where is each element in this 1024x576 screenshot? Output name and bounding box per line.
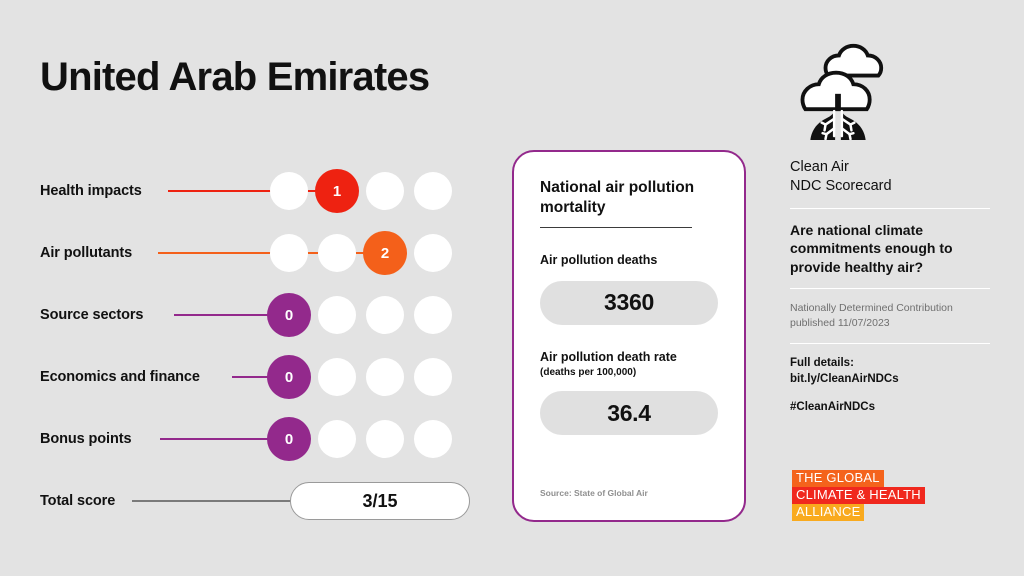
full-details-label: Full details: xyxy=(790,357,854,370)
deaths-value: 3360 xyxy=(540,280,718,325)
hashtag: #CleanAirNDCs xyxy=(790,401,875,414)
score-row: Bonus points 0 xyxy=(40,408,470,470)
score-dot-empty xyxy=(270,172,308,210)
score-row-label: Bonus points xyxy=(40,431,132,447)
score-dot-empty xyxy=(318,358,356,396)
score-dot-empty xyxy=(318,420,356,458)
total-score-row: Total score 3/15 xyxy=(40,470,470,532)
score-connector-line xyxy=(174,314,289,316)
score-connector-line xyxy=(160,438,289,440)
score-dot-filled: 0 xyxy=(267,355,311,399)
mortality-card-title: National air pollution mortality xyxy=(540,179,695,216)
score-dot-empty xyxy=(270,234,308,272)
score-dot-empty xyxy=(414,296,452,334)
brand-name-line2: NDC Scorecard xyxy=(790,177,892,194)
total-score-label: Total score xyxy=(40,493,116,509)
score-connector-line xyxy=(168,190,337,192)
score-connector-line xyxy=(232,376,289,378)
score-dot-empty xyxy=(366,358,404,396)
full-details-link[interactable]: bit.ly/CleanAirNDCs xyxy=(790,373,899,386)
score-row-label: Source sectors xyxy=(40,307,144,323)
score-dot-empty xyxy=(366,296,404,334)
logo-line-1: THE GLOBAL xyxy=(792,470,884,488)
score-dot-filled: 2 xyxy=(363,231,407,275)
divider-1 xyxy=(790,207,990,209)
brand-panel: Clean Air NDC Scorecard Are national cli… xyxy=(790,40,990,413)
score-dots: 0 xyxy=(267,293,470,337)
gcha-logo: THE GLOBAL CLIMATE & HEALTH ALLIANCE xyxy=(792,470,982,522)
death-rate-label: Air pollution death rate xyxy=(540,349,677,364)
total-connector-line xyxy=(132,500,296,502)
page-title: United Arab Emirates xyxy=(40,55,430,99)
total-score-value: 3/15 xyxy=(290,482,470,520)
score-dot-empty xyxy=(414,358,452,396)
logo-line-2: CLIMATE & HEALTH xyxy=(792,487,925,505)
score-dot-empty xyxy=(414,172,452,210)
score-dot-empty xyxy=(318,234,356,272)
score-dot-empty xyxy=(366,420,404,458)
polluted-lungs-icon xyxy=(800,43,884,140)
logo-line-3: ALLIANCE xyxy=(792,504,865,522)
score-dot-empty xyxy=(414,234,452,272)
score-dot-filled: 0 xyxy=(267,417,311,461)
score-row-label: Economics and finance xyxy=(40,369,200,385)
title-rule xyxy=(540,226,692,229)
divider-3 xyxy=(790,343,990,345)
score-dot-empty xyxy=(414,420,452,458)
score-dots: 0 xyxy=(267,417,470,461)
score-dots: 1 xyxy=(270,169,470,213)
full-details: Full details: bit.ly/CleanAirNDCs xyxy=(790,356,990,388)
score-row: Health impacts 1 xyxy=(40,160,470,222)
score-dot-filled: 1 xyxy=(315,169,359,213)
divider-2 xyxy=(790,288,990,290)
score-rows: Health impacts 1 Air pollutants 2 Source sec… xyxy=(40,160,470,532)
score-row-label: Health impacts xyxy=(40,183,142,199)
death-rate-units: (deaths per 100,000) xyxy=(540,367,637,379)
card-source-note: Source: State of Global Air xyxy=(540,488,648,498)
score-dots: 2 xyxy=(270,231,470,275)
score-row-label: Air pollutants xyxy=(40,245,133,261)
mortality-card: National air pollution mortality Air pol… xyxy=(512,150,746,522)
death-rate-value: 36.4 xyxy=(540,391,718,436)
score-dot-empty xyxy=(318,296,356,334)
country-header: United Arab Emirates xyxy=(40,56,470,98)
brand-name-line1: Clean Air xyxy=(790,159,849,175)
score-dot-filled: 0 xyxy=(267,293,311,337)
brand-name: Clean Air NDC Scorecard xyxy=(790,158,990,196)
score-dots: 0 xyxy=(267,355,470,399)
brand-tagline: Are national climate commitments enough … xyxy=(790,221,953,275)
score-row: Air pollutants 2 xyxy=(40,222,470,284)
score-row: Economics and finance 0 xyxy=(40,346,470,408)
ndc-publication-note: Nationally Determined Contribution publi… xyxy=(790,302,953,330)
score-row: Source sectors 0 xyxy=(40,284,470,346)
score-dot-empty xyxy=(366,172,404,210)
deaths-label: Air pollution deaths xyxy=(540,253,658,268)
